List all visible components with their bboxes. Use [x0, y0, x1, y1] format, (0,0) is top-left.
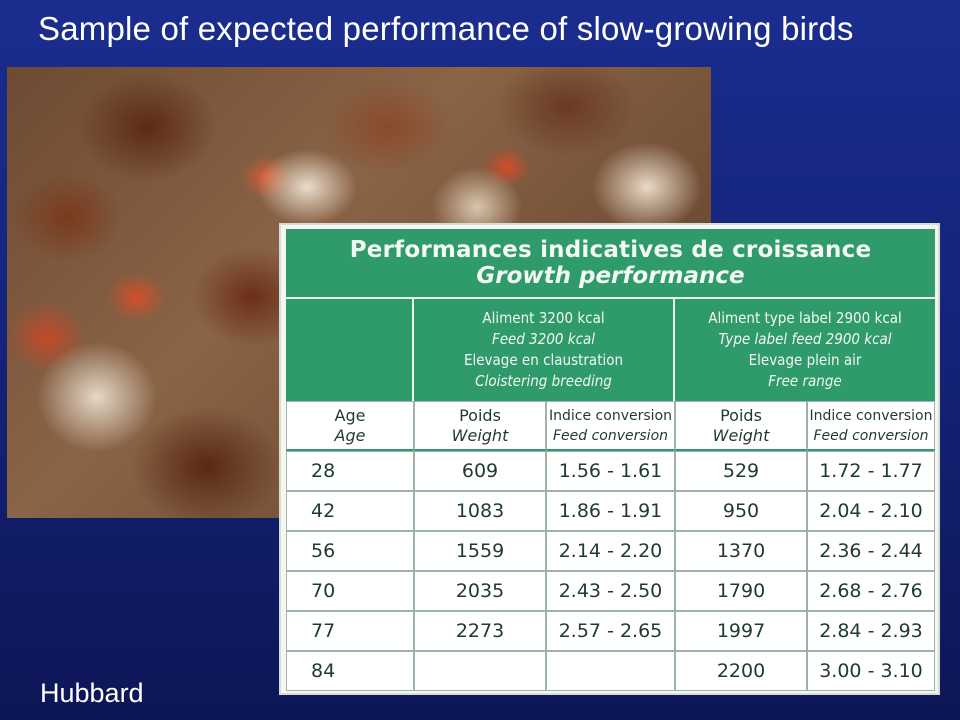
table-grid: Performances indicatives de croissance G… [286, 229, 935, 691]
table-cell: 2.36 - 2.44 [807, 531, 935, 571]
table-cell: 1.86 - 1.91 [546, 491, 675, 531]
table-cell: 2.14 - 2.20 [546, 531, 675, 571]
column-header-fr: Poids [459, 405, 501, 425]
column-header-en: Age [334, 425, 366, 445]
table-title-fr: Performances indicatives de croissance [349, 237, 872, 263]
column-header-fr: Indice conversion [809, 407, 933, 424]
group-header-cloistering: Aliment 3200 kcal Feed 3200 kcal Elevage… [414, 299, 675, 401]
group1-line: Feed 3200 kcal [491, 330, 596, 348]
group2-line: Elevage plein air [748, 351, 862, 369]
table-cell: 1790 [675, 571, 807, 611]
table-cell-age: 56 [286, 531, 414, 571]
column-header-conversion-2: Indice conversion Feed conversion [807, 401, 935, 451]
group2-line: Type label feed 2900 kcal [718, 330, 892, 348]
table-title-en: Growth performance [476, 263, 745, 289]
table-cell-age: 28 [286, 451, 414, 491]
group2-line: Aliment type label 2900 kcal [708, 309, 902, 327]
column-header-age: Age Age [286, 401, 414, 451]
table-cell: 2273 [414, 611, 546, 651]
table-cell: 1.56 - 1.61 [546, 451, 675, 491]
table-cell: 1997 [675, 611, 807, 651]
table-cell-age: 84 [286, 651, 414, 691]
table-cell: 1559 [414, 531, 546, 571]
growth-performance-table: Performances indicatives de croissance G… [279, 223, 940, 695]
table-cell: 609 [414, 451, 546, 491]
group-header-free-range: Aliment type label 2900 kcal Type label … [675, 299, 935, 401]
table-cell [414, 651, 546, 691]
table-cell: 2200 [675, 651, 807, 691]
table-cell: 529 [675, 451, 807, 491]
table-cell: 1083 [414, 491, 546, 531]
table-cell: 2.68 - 2.76 [807, 571, 935, 611]
table-cell: 1.72 - 1.77 [807, 451, 935, 491]
table-cell: 950 [675, 491, 807, 531]
group1-line: Cloistering breeding [475, 372, 612, 390]
column-header-en: Weight [451, 425, 509, 445]
table-title: Performances indicatives de croissance G… [286, 229, 935, 299]
column-header-fr: Age [334, 405, 366, 425]
table-cell: 1370 [675, 531, 807, 571]
column-header-en: Feed conversion [552, 427, 669, 444]
table-cell-age: 77 [286, 611, 414, 651]
column-header-conversion-1: Indice conversion Feed conversion [546, 401, 675, 451]
group1-line: Elevage en claustration [463, 351, 624, 369]
table-cell: 2.43 - 2.50 [546, 571, 675, 611]
column-header-en: Feed conversion [813, 427, 929, 444]
table-cell-age: 42 [286, 491, 414, 531]
table-cell: 2.57 - 2.65 [546, 611, 675, 651]
group2-line: Free range [768, 372, 842, 390]
column-header-weight-1: Poids Weight [414, 401, 546, 451]
table-cell [546, 651, 675, 691]
column-header-fr: Poids [720, 405, 762, 425]
table-cell: 3.00 - 3.10 [807, 651, 935, 691]
table-cell: 2035 [414, 571, 546, 611]
column-header-fr: Indice conversion [549, 407, 672, 424]
slide-title: Sample of expected performance of slow-g… [38, 10, 854, 47]
source-credit: Hubbard [40, 678, 144, 708]
table-cell: 2.84 - 2.93 [807, 611, 935, 651]
table-cell: 2.04 - 2.10 [807, 491, 935, 531]
header-blank-cell [286, 299, 414, 401]
group1-line: Aliment 3200 kcal [482, 309, 605, 327]
table-cell-age: 70 [286, 571, 414, 611]
column-header-weight-2: Poids Weight [675, 401, 807, 451]
column-header-en: Weight [712, 425, 770, 445]
